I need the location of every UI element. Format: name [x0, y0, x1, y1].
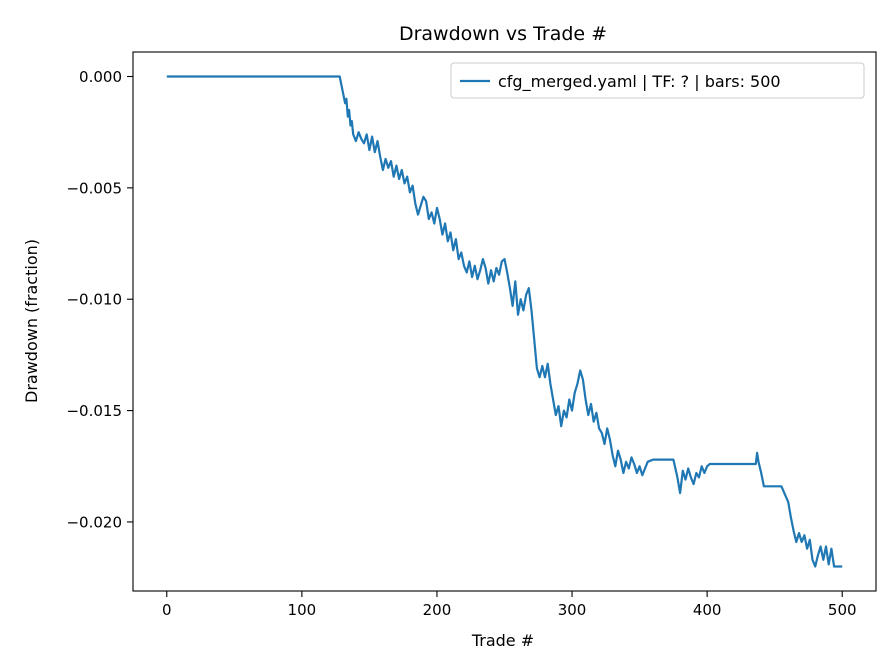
x-tick-label: 400 [693, 601, 722, 619]
legend-box [450, 62, 865, 99]
y-tick-label: −0.005 [66, 179, 122, 197]
axes: 0 100 200 300 400 500 0.000 −0.005 −0.010 −0.015 −… [66, 51, 877, 619]
x-tick-label: 200 [423, 601, 452, 619]
series-line [166, 75, 843, 568]
legend-label: cfg_merged.yaml | TF: ? | bars: 500 [498, 72, 781, 92]
x-tick-label: 500 [828, 601, 857, 619]
plot-area [166, 75, 843, 568]
legend: cfg_merged.yaml | TF: ? | bars: 500 [450, 62, 865, 99]
y-tick-label: −0.020 [66, 513, 122, 531]
y-tick-label: −0.015 [66, 402, 122, 420]
y-tick-label: 0.000 [79, 68, 122, 86]
y-tick-label: −0.010 [66, 291, 122, 309]
y-axis-label: Drawdown (fraction) [22, 239, 41, 403]
axes-frame [132, 51, 877, 592]
x-axis-label: Trade # [471, 631, 534, 650]
x-tick-label: 100 [288, 601, 317, 619]
x-tick-label: 0 [162, 601, 172, 619]
chart-title: Drawdown vs Trade # [399, 23, 607, 45]
x-tick-label: 300 [558, 601, 587, 619]
